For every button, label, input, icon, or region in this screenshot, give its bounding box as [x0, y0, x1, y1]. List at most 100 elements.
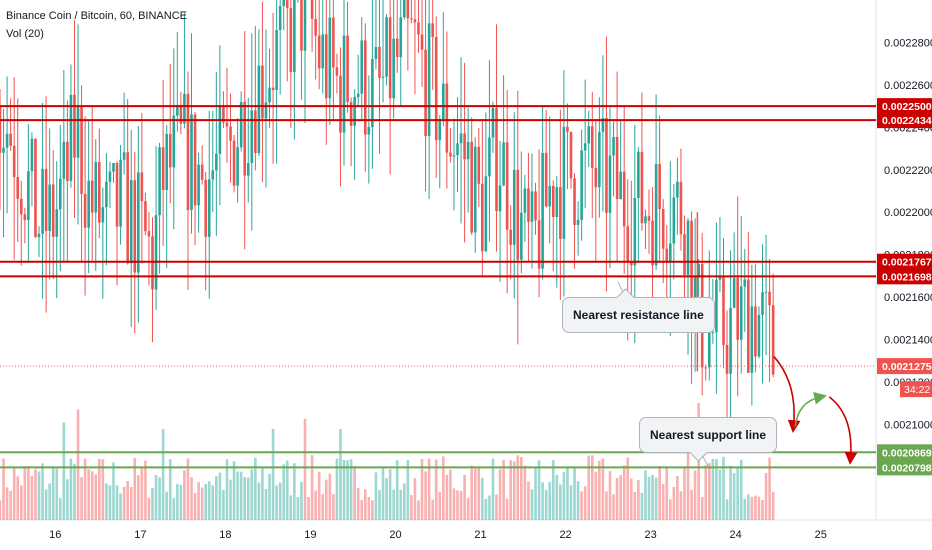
candle-body	[502, 142, 505, 186]
candle-body	[211, 170, 215, 180]
volume-bar	[555, 475, 559, 520]
support-price-label: 0.0020798	[882, 462, 932, 474]
candle-body	[2, 147, 5, 153]
volume-bar	[76, 409, 80, 520]
candle-body	[644, 216, 647, 224]
candle-body	[98, 162, 101, 223]
candle-body	[222, 105, 225, 123]
candle-body	[172, 115, 176, 168]
candle-body	[0, 106, 2, 153]
volume-bar	[473, 468, 477, 520]
volume-bar	[406, 459, 410, 520]
volume-bar	[105, 483, 108, 520]
volume-bar	[215, 476, 218, 520]
volume-bar	[257, 482, 261, 520]
volume-bar	[410, 495, 413, 520]
volume-bar	[445, 474, 449, 520]
volume-bar	[27, 466, 30, 520]
volume-bar	[303, 418, 307, 520]
candle-body	[374, 47, 378, 59]
volume-bar	[417, 500, 420, 520]
candle-body	[466, 141, 470, 160]
candle-body	[491, 107, 495, 138]
volume-bar	[608, 471, 612, 520]
time-tick-label: 21	[474, 529, 486, 541]
candle-body	[264, 102, 268, 119]
volume-bar	[144, 460, 147, 520]
candle-body	[427, 23, 431, 136]
volume-bar	[647, 476, 651, 520]
volume-bar	[395, 460, 399, 520]
volume-bar	[250, 469, 254, 520]
candle-body	[403, 0, 406, 18]
volume-bar	[505, 498, 509, 520]
support-callout-text: Nearest support line	[650, 428, 767, 442]
volume-bar	[300, 481, 303, 520]
volume-bar	[222, 489, 225, 520]
volume-bar	[385, 478, 388, 520]
volume-bar	[459, 490, 463, 520]
volume-bar	[725, 499, 729, 520]
candle-body	[661, 208, 665, 249]
volume-bar	[715, 459, 718, 520]
candle-body	[619, 171, 622, 200]
candle-body	[697, 263, 700, 277]
candle-body	[736, 278, 739, 340]
volume-bar	[44, 489, 48, 520]
candle-body	[282, 0, 286, 7]
volume-bar	[115, 485, 119, 520]
candle-body	[615, 136, 619, 200]
price-tick-label: 0.0021000	[884, 419, 932, 431]
candle-body	[300, 0, 303, 51]
volume-bar	[488, 495, 491, 520]
time-tick-label: 24	[730, 529, 742, 541]
volume-bar	[51, 468, 55, 520]
volume-bar	[140, 467, 144, 520]
candle-body	[520, 212, 523, 260]
volume-bar	[651, 474, 654, 520]
volume-bar	[502, 459, 505, 520]
candle-body	[69, 94, 73, 181]
price-tick-label: 0.0022800	[884, 37, 932, 49]
candle-body	[477, 146, 481, 184]
volume-bar	[679, 491, 683, 520]
volume-bar	[0, 500, 2, 520]
volume-bar	[94, 474, 98, 520]
candle-body	[30, 138, 34, 172]
support-price-label: 0.0020869	[882, 447, 932, 459]
candle-body	[711, 332, 715, 334]
price-tick-label: 0.0021600	[884, 292, 932, 304]
volume-bar	[232, 461, 236, 520]
resistance-callout: Nearest resistance line	[562, 288, 715, 333]
candle-body	[144, 201, 147, 232]
volume-bar	[534, 467, 537, 520]
volume-bar	[729, 465, 732, 520]
candle-body	[381, 76, 385, 78]
candle-body	[555, 187, 559, 217]
candle-body	[594, 167, 598, 188]
volume-bar	[551, 460, 555, 520]
candle-body	[324, 34, 328, 99]
candle-body	[225, 122, 229, 127]
volume-bar	[218, 472, 222, 520]
candle-body	[317, 35, 321, 69]
candle-body	[505, 142, 509, 230]
volume-bar	[654, 477, 658, 520]
candle-body	[523, 188, 527, 213]
candle-body	[197, 164, 200, 206]
candle-body	[764, 291, 768, 293]
volume-bar	[580, 491, 583, 520]
volume-bar	[66, 479, 69, 520]
volume-bar	[172, 498, 176, 520]
volume-bar	[690, 489, 693, 520]
candle-body	[339, 75, 342, 133]
volume-bar	[470, 465, 473, 520]
candle-body	[583, 143, 587, 151]
candle-body	[668, 243, 672, 261]
candle-body	[165, 133, 168, 190]
candle-body	[559, 187, 562, 239]
volume-bar	[583, 486, 587, 520]
volume-bar	[324, 479, 328, 520]
candle-body	[395, 38, 399, 58]
